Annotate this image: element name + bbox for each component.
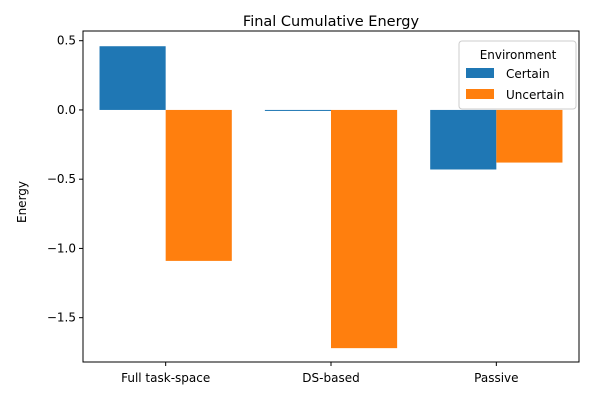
chart-title: Final Cumulative Energy (243, 14, 420, 30)
y-tick-label: −1.5 (47, 311, 76, 325)
y-tick-label: 0.5 (57, 34, 76, 48)
x-tick-label: Passive (474, 371, 518, 385)
bars (99, 46, 563, 349)
x-tick-label: Full task-space (121, 371, 210, 385)
legend: Environment Certain Uncertain (458, 40, 577, 110)
bar-uncertain-0 (165, 109, 232, 261)
y-tick-label: −0.5 (47, 172, 76, 186)
legend-title: Environment (480, 48, 557, 62)
bar-certain-2 (430, 109, 497, 170)
legend-label-uncertain: Uncertain (506, 88, 564, 102)
legend-swatch-uncertain (466, 89, 494, 99)
bar-certain-0 (99, 46, 166, 110)
y-tick-label: 0.0 (57, 103, 76, 117)
bar-uncertain-2 (496, 109, 563, 163)
legend-entries: Certain Uncertain (466, 67, 564, 102)
ticks: 0.5 0.0 −0.5 −1.0 −1.5 Full task-space DS-base… (47, 34, 519, 385)
bar-certain-1 (264, 109, 331, 111)
x-tick-label: DS-based (302, 371, 359, 385)
bar-uncertain-1 (331, 109, 398, 349)
y-axis-label: Energy (15, 181, 29, 223)
y-tick-label: −1.0 (47, 241, 76, 255)
legend-label-certain: Certain (506, 67, 550, 81)
legend-swatch-certain (466, 68, 494, 78)
